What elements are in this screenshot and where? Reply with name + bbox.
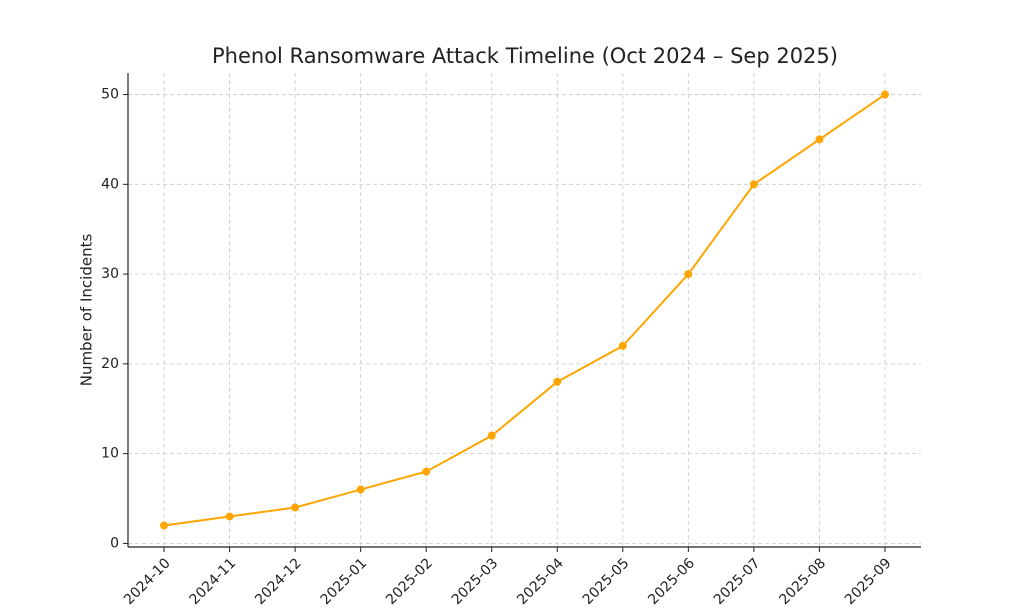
y-tick-label: 10 bbox=[101, 446, 119, 462]
chart-title: Phenol Ransomware Attack Timeline (Oct 2… bbox=[212, 44, 838, 68]
x-tick-label: 2025-04 bbox=[514, 555, 567, 608]
x-tick-label: 2025-02 bbox=[383, 555, 436, 608]
marker bbox=[356, 485, 365, 494]
x-tick-label: 2024-11 bbox=[187, 555, 240, 608]
marker bbox=[618, 341, 627, 350]
x-tick-label: 2025-06 bbox=[645, 555, 698, 608]
y-tick-label: 20 bbox=[101, 356, 119, 372]
marker bbox=[487, 431, 496, 440]
y-tick-label: 0 bbox=[110, 535, 119, 551]
marker bbox=[553, 377, 562, 386]
marker bbox=[815, 135, 824, 144]
marker bbox=[291, 503, 300, 512]
x-tick-label: 2025-07 bbox=[711, 555, 764, 608]
y-axis-label: Number of Incidents bbox=[78, 234, 96, 387]
marker bbox=[880, 90, 889, 99]
y-tick-label: 40 bbox=[101, 176, 119, 192]
x-tick-label: 2025-03 bbox=[449, 555, 502, 608]
x-tick-label: 2025-08 bbox=[776, 555, 829, 608]
marker bbox=[160, 521, 169, 530]
x-tick-label: 2025-09 bbox=[842, 555, 895, 608]
x-tick-label: 2024-12 bbox=[252, 555, 305, 608]
line bbox=[163, 93, 886, 527]
y-tick-label: 30 bbox=[101, 266, 119, 282]
marker bbox=[749, 180, 758, 189]
x-tick-label: 2024-10 bbox=[121, 555, 174, 608]
marker bbox=[684, 270, 693, 279]
marker bbox=[225, 512, 234, 521]
x-tick-label: 2025-05 bbox=[580, 555, 633, 608]
marker bbox=[422, 467, 431, 476]
y-tick-label: 50 bbox=[101, 87, 119, 103]
x-tick-label: 2025-01 bbox=[318, 555, 371, 608]
